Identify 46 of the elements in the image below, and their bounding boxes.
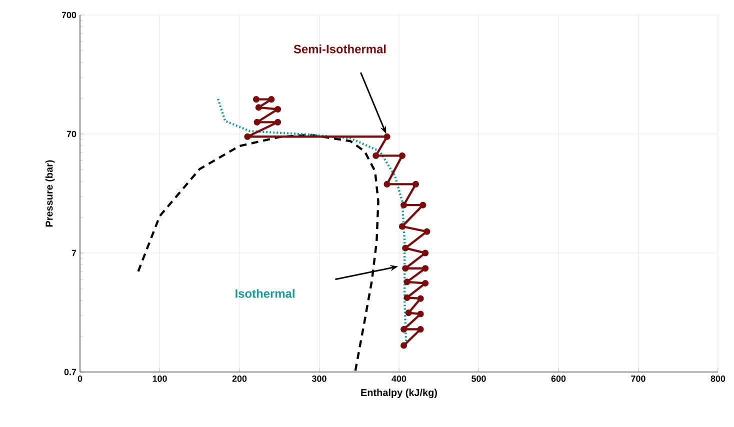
point — [400, 342, 408, 349]
point — [252, 96, 260, 103]
y-axis-title: Pressure (bar) — [45, 160, 55, 227]
point — [405, 310, 412, 316]
point — [274, 118, 282, 126]
point — [422, 250, 429, 256]
point — [254, 118, 260, 126]
y-tick-label: 70 — [66, 130, 76, 138]
point — [402, 244, 409, 252]
y-tick-label: 7 — [72, 250, 76, 256]
point — [417, 295, 424, 302]
text: Isothermal — [236, 289, 294, 298]
point — [404, 278, 410, 286]
point — [422, 280, 429, 287]
point — [274, 106, 282, 113]
x-tick-label: 100 — [152, 376, 167, 382]
x-axis-title: Enthalpy (kJ/kg) — [361, 388, 437, 398]
x-tick-label: 200 — [232, 376, 247, 382]
point — [422, 265, 429, 272]
text: Semi-Isothermal — [294, 44, 386, 54]
point — [424, 228, 430, 235]
point — [255, 104, 262, 111]
point — [412, 180, 420, 188]
x-tick-label: 0 — [78, 376, 82, 382]
point — [268, 96, 275, 103]
x-tick-label: 400 — [392, 376, 406, 382]
point — [398, 223, 406, 230]
point — [404, 294, 410, 301]
point — [420, 202, 426, 208]
x-tick-label: 700 — [631, 376, 646, 382]
x-tick-label: 600 — [551, 376, 566, 382]
point — [417, 310, 424, 318]
x-tick-label: 500 — [472, 376, 486, 382]
point — [400, 326, 408, 333]
x-tick-label: 300 — [312, 376, 326, 382]
y-tick-label: 700 — [62, 12, 76, 18]
point — [398, 152, 406, 159]
point — [400, 202, 408, 208]
point — [244, 133, 251, 140]
point — [402, 265, 409, 272]
point — [384, 133, 390, 140]
point — [384, 180, 390, 188]
y-tick-label: 0.7 — [64, 368, 76, 376]
point — [372, 152, 380, 159]
x-tick-label: 800 — [710, 376, 726, 382]
point — [417, 326, 424, 333]
